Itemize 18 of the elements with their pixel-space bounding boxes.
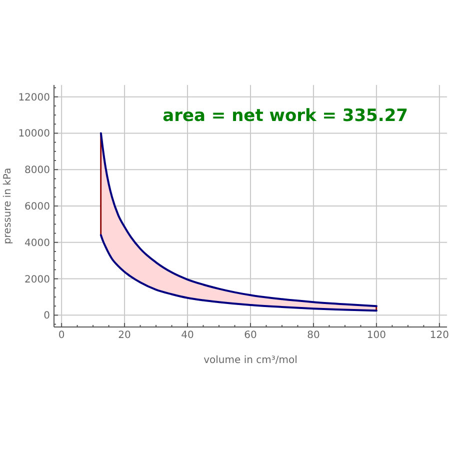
- y-axis-title: pressure in kPa: [2, 168, 14, 244]
- x-tick-label: 0: [58, 330, 65, 342]
- x-tick-label: 120: [430, 330, 449, 342]
- y-tick-label: 10000: [18, 128, 50, 140]
- y-tick-label: 2000: [24, 274, 50, 286]
- y-tick-label: 4000: [24, 238, 50, 249]
- y-tick-label: 6000: [24, 202, 50, 212]
- annotation: area = net work = 335.27: [162, 105, 408, 127]
- y-tick-label: 12000: [18, 92, 50, 104]
- x-tick-label: 40: [181, 330, 194, 342]
- x-axis-title: volume in cm³/mol: [204, 355, 298, 366]
- x-tick-label: 100: [366, 330, 386, 342]
- x-tick-label: 60: [244, 330, 257, 342]
- x-tick-label: 20: [118, 330, 131, 342]
- line-series: [100, 234, 378, 312]
- y-tick-label: 8000: [24, 165, 50, 176]
- y-tick-label: 0: [44, 310, 50, 322]
- x-tick-label: 80: [307, 330, 320, 342]
